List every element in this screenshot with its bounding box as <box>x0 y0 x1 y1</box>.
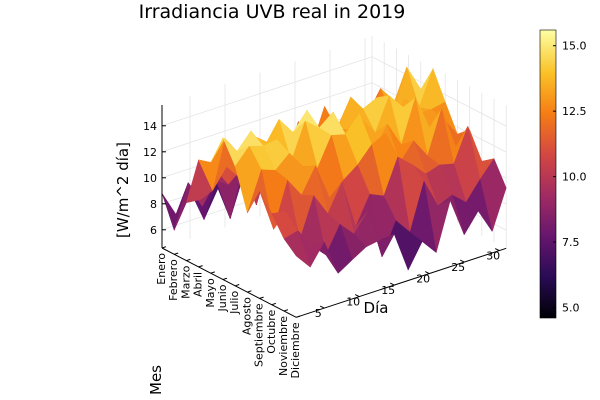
colorbar <box>540 30 556 318</box>
day-tick <box>319 305 325 309</box>
z-tick-label: 10 <box>143 172 157 185</box>
month-tick <box>174 252 179 255</box>
chart-title: Irradiancia UVB real in 2019 <box>139 1 406 23</box>
month-tick-label: Junio <box>216 284 229 312</box>
colorbar-tick-label: 5.0 <box>562 302 580 315</box>
day-tick-label: 15 <box>381 284 395 297</box>
day-tick-label: 20 <box>416 273 430 286</box>
month-tick <box>283 309 289 312</box>
colorbar-tick-label: 10.0 <box>562 171 587 184</box>
z-tick-label: 12 <box>143 146 157 159</box>
month-tick-label: Agosto <box>240 297 253 335</box>
month-tick <box>235 284 240 287</box>
month-tick <box>259 296 264 299</box>
colorbar-tick-label: 12.5 <box>562 105 587 118</box>
day-axis-line <box>296 247 507 318</box>
month-tick <box>161 246 167 249</box>
z-axis-label: [W/m^2 día] <box>114 142 132 238</box>
month-tick-label: Octubre <box>265 309 278 353</box>
month-tick <box>296 315 301 318</box>
z-tick-label: 6 <box>150 224 157 237</box>
day-tick <box>494 248 500 252</box>
surface-patch <box>283 230 311 268</box>
month-tick <box>198 265 203 268</box>
month-tick <box>271 302 276 306</box>
day-tick-label: 30 <box>486 250 500 263</box>
x-axis-label: Día <box>364 299 389 317</box>
z-tick-label: 8 <box>150 198 157 211</box>
month-tick <box>222 277 228 280</box>
month-axis-line <box>161 247 297 318</box>
month-tick-label: Enero <box>155 253 168 285</box>
day-tick <box>459 259 465 263</box>
month-tick-label: Febrero <box>167 259 180 301</box>
month-tick-label: Diciembre <box>289 322 302 378</box>
y-axis-label: Mes <box>147 365 165 395</box>
day-tick-label: 10 <box>346 296 360 309</box>
month-tick-label: Marzo <box>179 265 192 299</box>
day-tick <box>389 282 395 286</box>
month-tick <box>247 290 252 293</box>
month-tick-label: Noviembre <box>277 316 290 376</box>
day-tick-label: 25 <box>451 261 465 274</box>
month-tick-label: Julio <box>228 291 241 315</box>
month-tick-label: Septiembre <box>253 303 266 367</box>
month-tick <box>210 271 215 274</box>
month-tick-label: Mayo <box>204 278 217 308</box>
month-tick <box>186 258 191 262</box>
surface-plot <box>161 66 507 274</box>
month-tick-label: Abril <box>192 272 205 297</box>
day-tick <box>354 294 360 298</box>
day-tick-label: 5 <box>315 307 322 320</box>
colorbar-tick-label: 15.0 <box>562 40 587 53</box>
colorbar-tick-label: 7.5 <box>562 236 580 249</box>
day-tick <box>424 271 430 275</box>
colorbar-frame <box>539 29 557 319</box>
z-tick-label: 14 <box>143 120 157 133</box>
axes: 6 8 10 12 14 Enero Febrero Marzo Abril Mayo Junio J… <box>143 105 507 378</box>
colorbar-ticks: 5.0 7.5 10.0 12.5 15.0 <box>539 29 587 319</box>
